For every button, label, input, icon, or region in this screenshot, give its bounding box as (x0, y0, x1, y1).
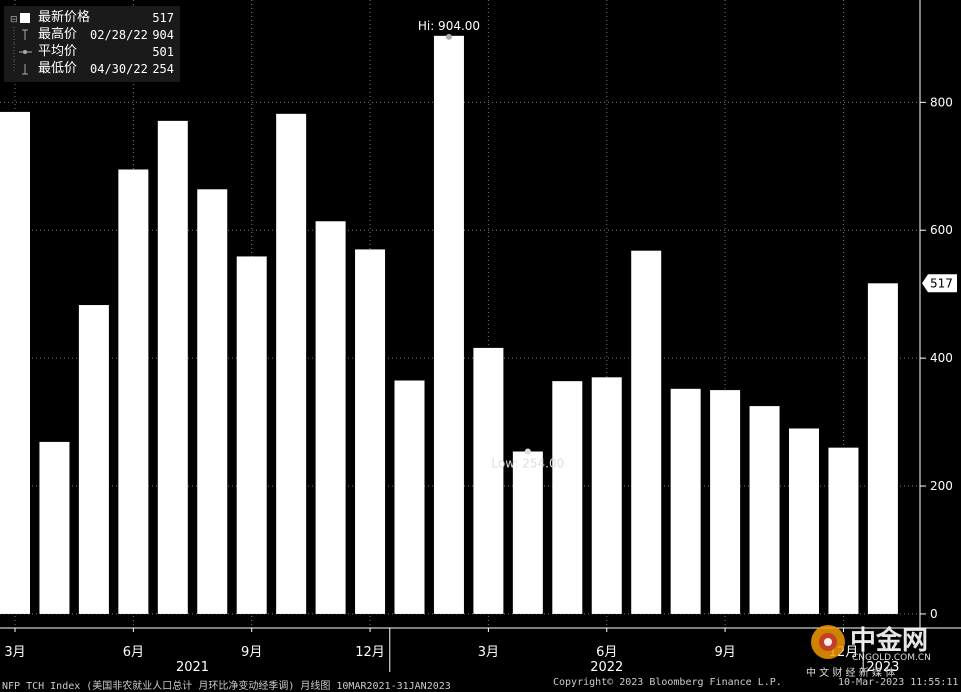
bar-2021-05 (78, 305, 109, 614)
bar-2021-09 (236, 256, 267, 614)
bar-2021-11 (315, 221, 346, 614)
bar-2023-01 (867, 283, 898, 614)
bar-2022-04 (512, 451, 543, 614)
bar-2021-06 (118, 169, 149, 614)
legend-value: 501 (152, 45, 174, 59)
legend-label: 平均价 (38, 44, 78, 59)
year-label: 2022 (590, 660, 623, 675)
y-tick-label: 800 (930, 95, 953, 109)
bar-2022-10 (749, 406, 780, 614)
footer-index-description: NFP TCH Index (美国非农就业人口总计 月环比净变动经季调) 月线图… (2, 681, 451, 692)
y-tick-label: 200 (930, 479, 953, 493)
bar-2021-08 (197, 189, 228, 614)
high-marker-icon (13, 27, 28, 43)
svg-text:⊟: ⊟ (10, 15, 18, 25)
low-marker-icon (13, 61, 28, 75)
x-tick-label: 9月 (714, 645, 735, 660)
last-value-label: 517 (930, 276, 953, 290)
legend-value: 254 (152, 62, 174, 76)
bar-2022-01 (394, 380, 425, 614)
high-label: Hi: 904.00 (418, 19, 480, 33)
cngold-watermark: 中金网 CNGOLD.COM.CN 中 文 财 经 新 媒 体 (806, 618, 956, 679)
low-label: Low: 254.00 (491, 456, 564, 470)
high-marker (445, 33, 452, 40)
y-axis: 0 200 400 600 800 (919, 0, 953, 628)
watermark-url: CNGOLD.COM.CN (852, 653, 931, 663)
x-tick-label: 3月 (4, 645, 25, 660)
y-tick-label: 0 (930, 607, 938, 621)
legend-date: 02/28/22 (90, 28, 148, 42)
footer-copyright: Copyright© 2023 Bloomberg Finance L.P. (553, 677, 782, 688)
legend: ⊟ 最新价格 517 最高价 02/28/22 904 平均价 501 最低价 … (4, 6, 180, 82)
annotations: Hi: 904.00 Low: 254.00 517 (418, 19, 957, 470)
legend-value: 904 (152, 28, 174, 42)
legend-date: 04/30/22 (90, 62, 148, 76)
x-tick-label: 6月 (123, 645, 144, 660)
legend-label: 最高价 (38, 27, 78, 42)
bar-2022-12 (828, 447, 859, 614)
x-tick-label: 6月 (596, 645, 617, 660)
average-marker-icon (13, 44, 32, 60)
legend-label: 最新价格 (38, 10, 91, 25)
legend-item-low: 最低价 04/30/22 254 (10, 61, 174, 77)
year-label: 2023 (866, 660, 899, 675)
footer-timestamp: 10-Mar-2023 11:55:11 (838, 677, 959, 688)
legend-label: 最低价 (38, 61, 78, 76)
x-tick-label: 9月 (241, 645, 262, 660)
cngold-logo-icon (811, 625, 845, 659)
watermark-tagline: 中 文 财 经 新 媒 体 (806, 668, 896, 679)
legend-value: 517 (152, 11, 174, 25)
bar-2021-04 (39, 441, 70, 614)
y-tick-label: 600 (930, 223, 953, 237)
x-tick-label: 3月 (478, 645, 499, 660)
bar-2022-07 (631, 250, 662, 614)
bar-2022-05 (552, 381, 583, 614)
legend-item-average: 平均价 501 (10, 44, 174, 60)
y-tick-label: 400 (930, 351, 953, 365)
bar-2021-03 (0, 111, 30, 614)
bar-2021-12 (355, 249, 386, 614)
watermark-brand: 中金网 (850, 626, 929, 656)
bar-2022-02 (433, 35, 464, 614)
bar-2021-07 (157, 120, 188, 614)
footer: NFP TCH Index (美国非农就业人口总计 月环比净变动经季调) 月线图… (0, 674, 961, 692)
legend-item-high: 最高价 02/28/22 904 (10, 27, 174, 43)
bar-2021-10 (276, 113, 307, 614)
bars (0, 35, 898, 614)
last-value-tag (922, 274, 957, 293)
bar-2022-08 (670, 388, 701, 614)
x-tick-label: 12月 (355, 645, 385, 660)
bar-2022-09 (710, 390, 741, 614)
filled-square-icon: ⊟ (10, 13, 30, 25)
year-label: 2021 (176, 660, 209, 675)
bar-2022-11 (789, 428, 819, 614)
bar-2022-06 (591, 377, 622, 614)
low-marker (524, 448, 531, 455)
bar-2022-03 (473, 347, 504, 614)
legend-item-last: ⊟ 最新价格 517 (10, 10, 174, 26)
